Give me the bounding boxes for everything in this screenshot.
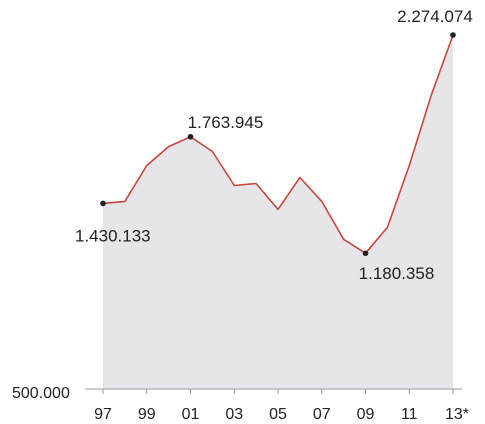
x-tick-label: 99 — [138, 406, 156, 423]
x-tick-label: 09 — [357, 406, 375, 423]
x-tick-label: 13* — [445, 406, 469, 423]
series-line — [102, 34, 454, 254]
annotation-markers — [100, 32, 456, 257]
x-axis-ticks: 97 99 01 03 05 07 09 11 13* — [94, 389, 469, 423]
data-label: 2.274.074 — [397, 7, 473, 26]
data-point-marker — [362, 250, 369, 257]
y-tick-label: 500.000 — [12, 385, 70, 402]
annotation-labels: 1.430.133 1.763.945 1.180.358 2.274.074 — [75, 7, 473, 283]
x-tick-label: 07 — [313, 406, 331, 423]
data-point-marker — [450, 32, 456, 38]
data-label: 1.763.945 — [188, 113, 264, 132]
data-label: 1.180.358 — [359, 264, 435, 283]
data-point-marker — [187, 133, 194, 140]
area-fill — [103, 35, 453, 389]
x-tick-label: 05 — [269, 406, 287, 423]
x-tick-label: 11 — [401, 406, 418, 423]
x-tick-label: 01 — [182, 406, 200, 423]
data-label: 1.430.133 — [75, 226, 151, 245]
x-tick-label: 03 — [225, 406, 243, 423]
data-point-marker — [100, 200, 106, 207]
x-tick-label: 97 — [94, 406, 112, 423]
